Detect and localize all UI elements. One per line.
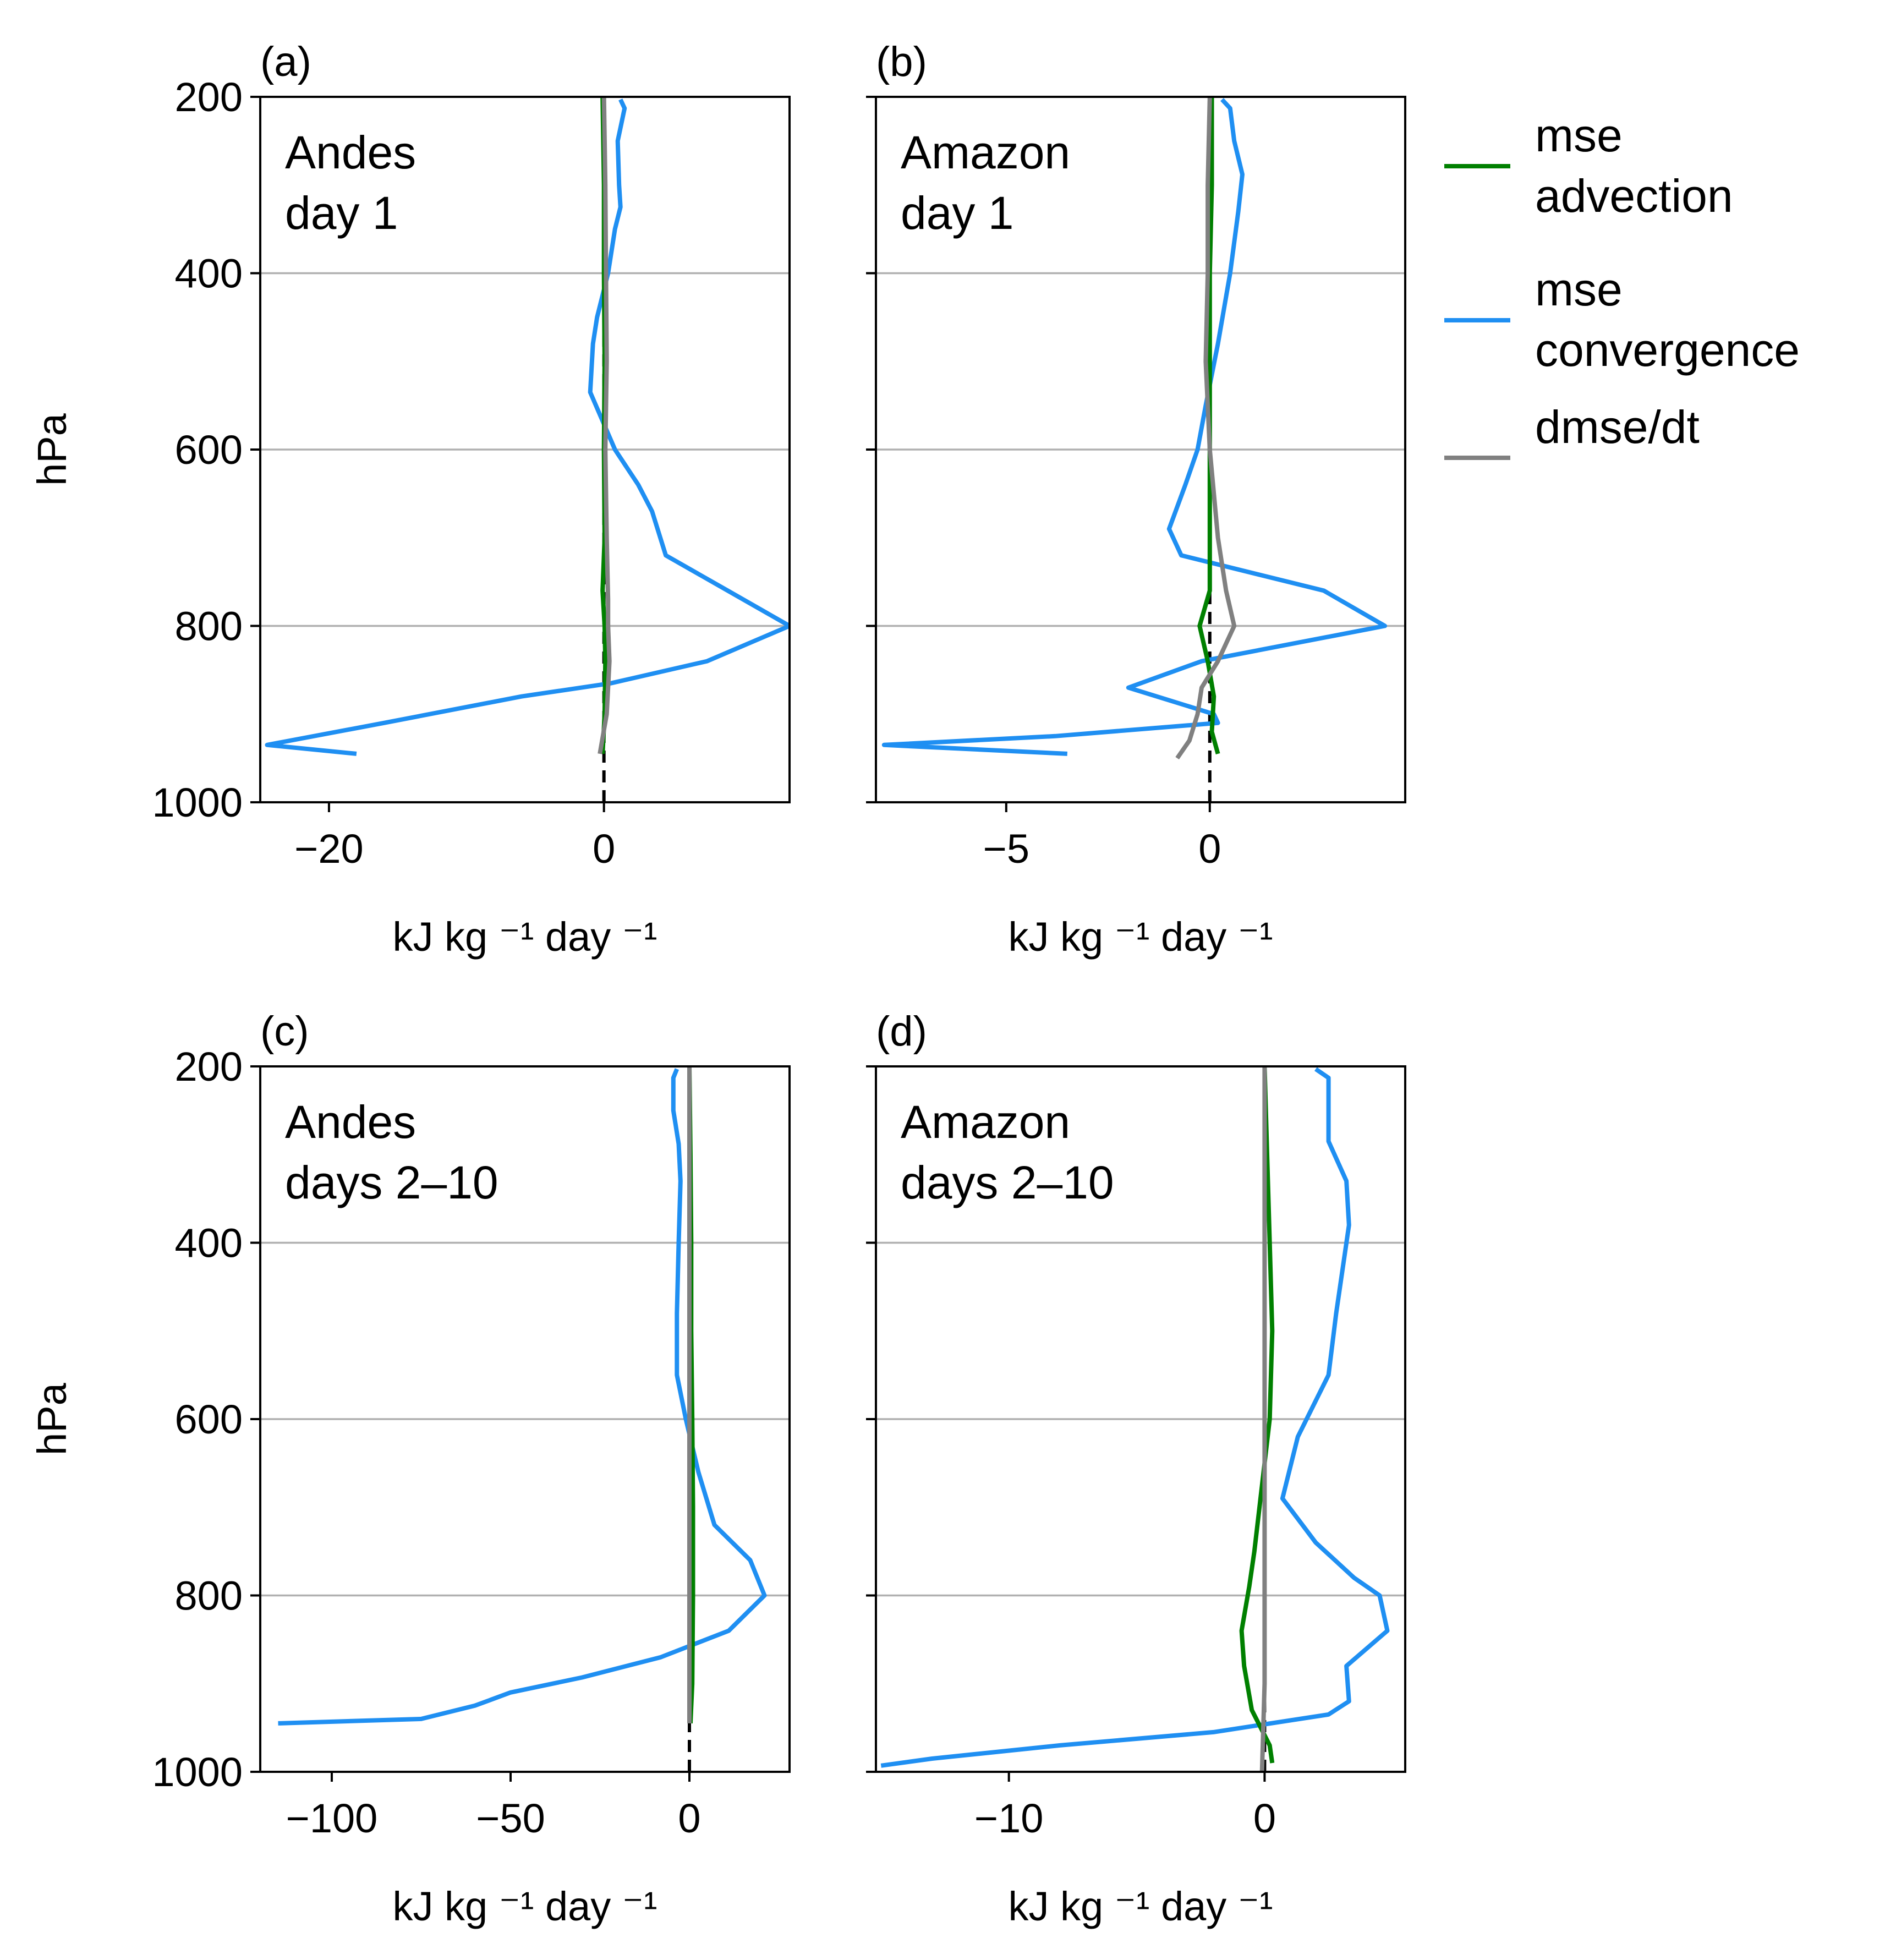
- panel-annotation: Amazon: [901, 127, 1070, 178]
- series-line-dmse: [598, 97, 612, 754]
- series-line-dmse: [1175, 97, 1237, 760]
- y-tick-label: 600: [175, 427, 243, 473]
- x-tick-label: 0: [593, 826, 615, 872]
- y-tick-label: 800: [175, 604, 243, 649]
- y-tick-label: 800: [175, 1573, 243, 1619]
- y-tick-label: 200: [175, 1044, 243, 1090]
- legend-entry: dmse/dt: [1444, 401, 1700, 460]
- y-tick-label: 600: [175, 1397, 243, 1442]
- legend-label: mse: [1535, 110, 1623, 161]
- panel-label: (b): [876, 39, 927, 85]
- panel-c: 200 400 600 800 1000 −100 −50 0 (c) Andes days 2–1…: [29, 1008, 791, 1929]
- panel-label: (d): [876, 1008, 927, 1055]
- y-tick-label: 400: [175, 1220, 243, 1266]
- series-line-advection: [1197, 97, 1220, 754]
- panel-annotation: Andes: [285, 1096, 416, 1148]
- y-axis-label: hPa: [29, 413, 75, 486]
- panel-annotation: Amazon: [901, 1096, 1070, 1148]
- series-line-dmse: [1259, 1066, 1267, 1772]
- x-tick-label: 0: [678, 1795, 700, 1841]
- panel-annotation: day 1: [285, 187, 398, 239]
- panels: 200 400 600 800 1000 −20 0 (a) Andes day 1 kJ kg ⁻…: [29, 39, 1406, 1929]
- x-tick-label: −20: [294, 826, 364, 872]
- x-axis-label: kJ kg ⁻¹ day ⁻¹: [1008, 914, 1273, 960]
- series-line-convergence: [881, 98, 1387, 756]
- legend-label: mse: [1535, 264, 1623, 315]
- x-axis-label: kJ kg ⁻¹ day ⁻¹: [392, 1884, 657, 1929]
- legend-entry: mse advection: [1444, 110, 1733, 222]
- series-line-convergence: [265, 98, 790, 756]
- y-tick-label: 200: [175, 74, 243, 120]
- series-line-convergence: [278, 1068, 767, 1726]
- y-tick-label: 1000: [152, 1749, 243, 1795]
- panel-annotation: Andes: [285, 127, 416, 178]
- panel-annotation: days 2–10: [285, 1157, 498, 1208]
- x-tick-label: −5: [983, 826, 1029, 872]
- legend-label: advection: [1535, 170, 1733, 222]
- x-axis-label: kJ kg ⁻¹ day ⁻¹: [1008, 1884, 1273, 1929]
- series-line-convergence: [880, 1067, 1390, 1768]
- x-tick-label: −10: [974, 1795, 1044, 1841]
- panel-d: −10 0 (d) Amazon days 2–10 kJ kg ⁻¹ day ⁻¹: [866, 1008, 1406, 1929]
- panel-annotation: day 1: [901, 187, 1014, 239]
- x-tick-label: 0: [1198, 826, 1221, 872]
- series-line-advection: [1239, 1066, 1275, 1764]
- legend-label: convergence: [1535, 324, 1800, 376]
- y-tick-label: 1000: [152, 780, 243, 825]
- panel-a: 200 400 600 800 1000 −20 0 (a) Andes day 1 kJ kg ⁻…: [29, 39, 791, 960]
- panel-annotation: days 2–10: [901, 1157, 1114, 1208]
- x-axis-label: kJ kg ⁻¹ day ⁻¹: [392, 914, 657, 960]
- legend-label: dmse/dt: [1535, 401, 1700, 453]
- x-tick-label: −100: [286, 1795, 378, 1841]
- y-tick-label: 400: [175, 251, 243, 297]
- x-tick-label: 0: [1253, 1795, 1276, 1841]
- panel-b: −5 0 (b) Amazon day 1 kJ kg ⁻¹ day ⁻¹: [866, 39, 1406, 960]
- legend: mse advection mse convergence dmse/dt: [1444, 110, 1800, 460]
- x-tick-label: −50: [476, 1795, 545, 1841]
- y-axis-label: hPa: [29, 1382, 75, 1455]
- panel-label: (a): [260, 39, 311, 85]
- legend-entry: mse convergence: [1444, 264, 1800, 376]
- panel-label: (c): [260, 1008, 309, 1055]
